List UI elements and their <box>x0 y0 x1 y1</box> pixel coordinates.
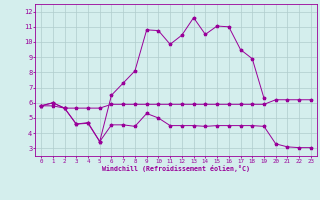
X-axis label: Windchill (Refroidissement éolien,°C): Windchill (Refroidissement éolien,°C) <box>102 165 250 172</box>
